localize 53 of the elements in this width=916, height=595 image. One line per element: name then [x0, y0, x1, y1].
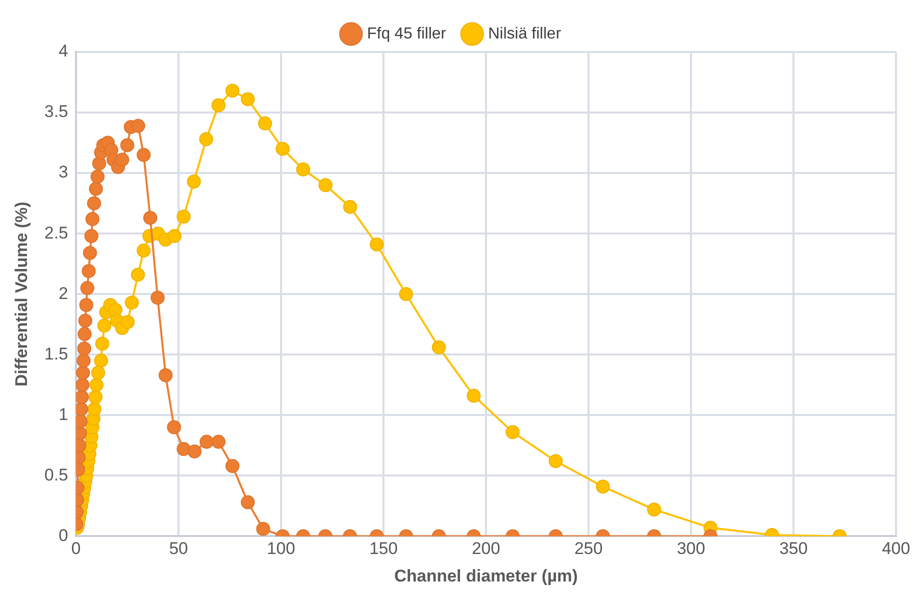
point	[370, 237, 384, 252]
point	[97, 318, 112, 333]
point	[94, 354, 108, 368]
point	[548, 454, 563, 468]
legend-label: Nilsiä filler	[488, 25, 562, 42]
point	[506, 425, 520, 440]
x-tick-label: 300	[676, 539, 706, 558]
y-tick-label: 0	[58, 526, 68, 545]
point	[124, 296, 139, 310]
y-tick-label: 0.5	[44, 465, 68, 484]
y-tick-label: 1.5	[44, 344, 68, 364]
x-tick-label: 50	[169, 539, 188, 558]
point	[399, 287, 414, 302]
y-tick-label: 2	[58, 284, 68, 303]
legend-label: Ffq 45 filler	[366, 25, 447, 42]
point	[136, 244, 151, 258]
x-tick-label: 250	[574, 539, 603, 558]
point	[199, 132, 214, 146]
point	[240, 92, 255, 106]
x-tick-label: 0	[71, 539, 81, 558]
point	[296, 162, 310, 176]
y-axis-title: Differential Volume (%)	[12, 202, 31, 387]
x-tick-label: 200	[472, 539, 500, 558]
point	[88, 390, 103, 404]
x-tick-label: 350	[779, 539, 808, 558]
point	[212, 98, 226, 112]
point	[466, 388, 481, 403]
point	[225, 84, 240, 98]
y-tick-label: 3	[58, 162, 68, 182]
point	[258, 116, 272, 130]
point	[176, 210, 191, 224]
point	[120, 314, 135, 329]
point	[87, 402, 102, 416]
point	[318, 178, 333, 192]
y-tick-label: 1	[58, 404, 68, 424]
point	[276, 142, 290, 156]
y-tick-label: 2.5	[44, 223, 68, 242]
y-tick-label: 4	[58, 42, 68, 61]
point	[343, 200, 358, 214]
point	[432, 340, 446, 354]
x-tick-label: 400	[882, 539, 910, 558]
point	[596, 480, 610, 494]
point	[186, 174, 201, 189]
point	[95, 336, 110, 351]
point	[647, 502, 662, 517]
y-tick-label: 3.5	[44, 102, 68, 122]
point	[167, 228, 182, 243]
point	[90, 378, 104, 392]
point	[130, 268, 145, 282]
x-tick-label: 100	[266, 539, 296, 558]
x-tick-label: 150	[369, 539, 398, 558]
x-axis-title: Channel diameter (µm)	[394, 566, 578, 586]
point	[91, 366, 106, 380]
